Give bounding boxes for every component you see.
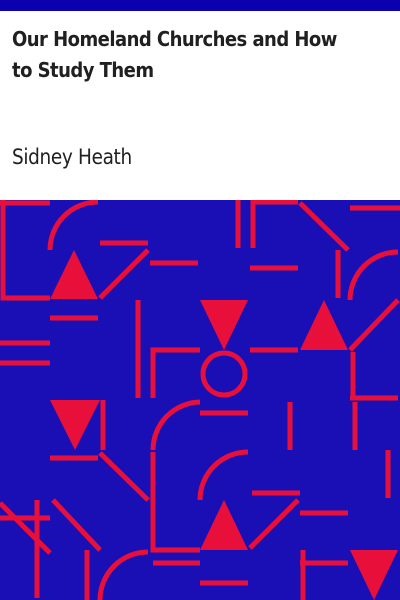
triangle-down-shape <box>200 300 248 350</box>
triangle-down-shape <box>50 400 100 450</box>
book-author: Sidney Heath <box>12 145 132 169</box>
triangle-up-shape <box>200 500 248 550</box>
triangle-down-shape <box>350 550 398 600</box>
top-color-bar <box>0 0 400 11</box>
triangle-up-shape <box>50 250 98 299</box>
triangle-up-shape <box>300 300 348 350</box>
pattern-shapes <box>0 200 400 600</box>
pattern-solids <box>50 250 398 600</box>
circle-shape <box>200 350 248 398</box>
cover-pattern <box>0 200 400 600</box>
book-title: Our Homeland Churches and How to Study T… <box>12 27 337 82</box>
